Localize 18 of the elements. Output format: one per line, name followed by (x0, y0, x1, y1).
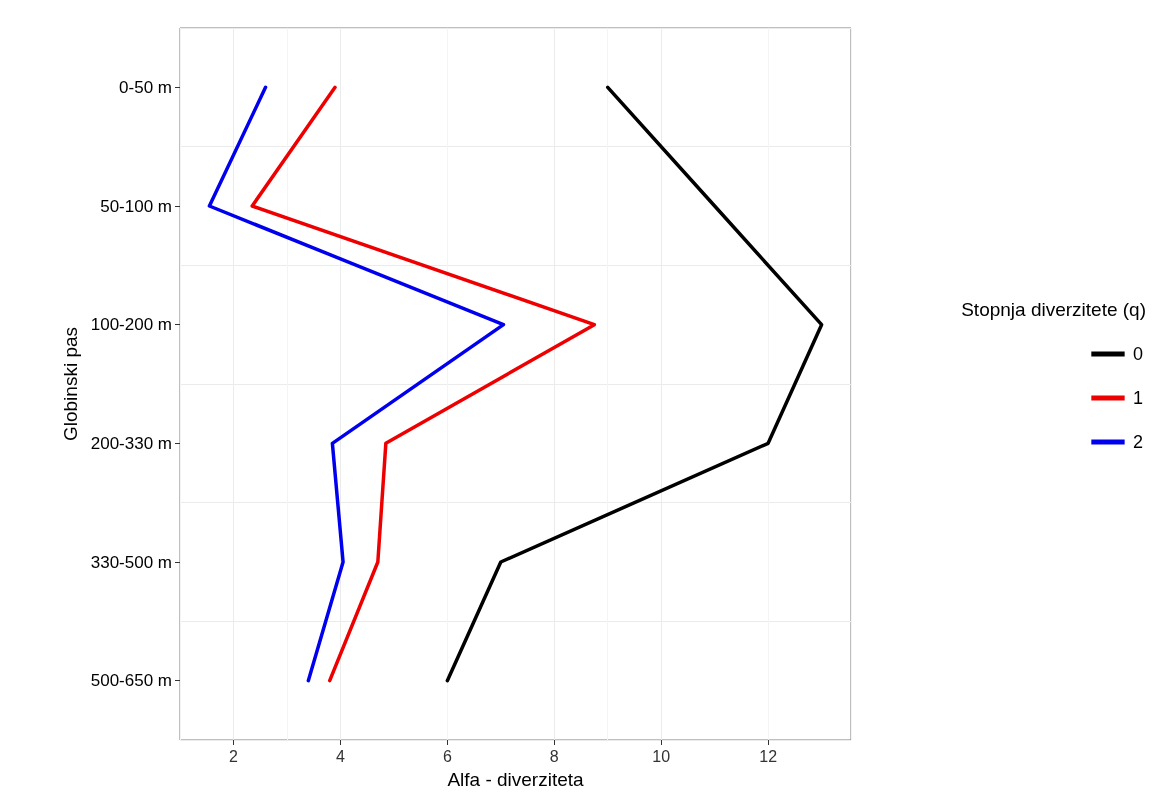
y-tick-label: 200-330 m (90, 433, 172, 453)
legend-label: 2 (1132, 432, 1143, 452)
x-tick-label: 2 (229, 747, 239, 765)
y-tick-label: 500-650 m (90, 671, 172, 691)
x-tick-label: 12 (759, 747, 778, 765)
y-tick-label: 100-200 m (90, 315, 172, 335)
x-tick-label: 8 (549, 747, 559, 765)
legend-label: 0 (1132, 344, 1143, 364)
y-tick-label: 330-500 m (90, 552, 172, 572)
y-tick-label: 0-50 m (119, 77, 172, 97)
legend-title: Stopnja diverzitete (q) (961, 299, 1147, 320)
y-axis-title: Globinski pas (59, 326, 81, 442)
legend-label: 1 (1132, 388, 1143, 408)
x-tick-label: 10 (652, 747, 671, 765)
x-tick-label: 6 (442, 747, 452, 765)
x-tick-label: 4 (335, 747, 345, 765)
y-tick-label: 50-100 m (100, 196, 172, 216)
x-axis-title: Alfa - diverziteta (447, 769, 585, 790)
